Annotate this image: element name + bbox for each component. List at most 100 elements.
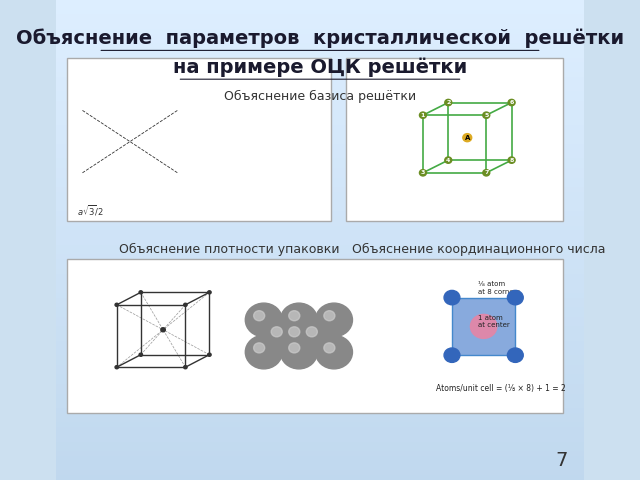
FancyBboxPatch shape — [346, 58, 563, 221]
Bar — [56, 91, 584, 96]
Bar — [56, 350, 584, 355]
Bar — [56, 274, 584, 278]
Bar — [56, 43, 584, 48]
Circle shape — [245, 303, 282, 337]
Bar — [56, 48, 584, 53]
Bar — [56, 398, 584, 403]
Bar — [56, 96, 584, 101]
Bar — [56, 206, 584, 211]
Bar — [56, 101, 584, 106]
Bar — [56, 322, 584, 326]
Bar — [56, 226, 584, 230]
Circle shape — [115, 366, 118, 369]
Bar — [56, 456, 584, 461]
Circle shape — [289, 327, 300, 337]
Bar — [56, 470, 584, 475]
Bar — [56, 408, 584, 413]
Bar — [56, 158, 584, 163]
Bar — [56, 168, 584, 173]
Circle shape — [184, 303, 187, 306]
Bar — [56, 62, 584, 67]
Bar — [56, 317, 584, 322]
Bar — [56, 403, 584, 408]
Text: 7: 7 — [484, 170, 488, 175]
Bar — [56, 475, 584, 480]
Bar — [56, 192, 584, 197]
Text: Объяснение плотности упаковки: Объяснение плотности упаковки — [120, 243, 340, 256]
Text: 4: 4 — [446, 157, 451, 163]
Text: Atoms/unit cell = (⅛ × 8) + 1 = 2: Atoms/unit cell = (⅛ × 8) + 1 = 2 — [436, 384, 566, 393]
Bar — [56, 446, 584, 451]
Circle shape — [184, 366, 187, 369]
Circle shape — [280, 319, 317, 353]
Bar — [56, 19, 584, 24]
Text: 3: 3 — [420, 170, 425, 175]
Bar — [56, 149, 584, 154]
Circle shape — [444, 290, 460, 305]
Circle shape — [253, 343, 265, 353]
Text: 8: 8 — [509, 157, 514, 163]
Bar — [56, 130, 584, 134]
Circle shape — [508, 99, 515, 106]
Circle shape — [280, 303, 317, 337]
Circle shape — [139, 353, 143, 356]
Circle shape — [445, 157, 452, 163]
Circle shape — [508, 157, 515, 163]
Text: ⅛ atom
at 8 corners: ⅛ atom at 8 corners — [478, 281, 520, 295]
Circle shape — [307, 327, 317, 337]
Bar — [56, 269, 584, 274]
Circle shape — [324, 343, 335, 353]
Bar — [56, 211, 584, 216]
Bar — [56, 355, 584, 360]
Circle shape — [280, 335, 317, 369]
Text: 1: 1 — [420, 113, 425, 118]
Text: Объяснение базиса решётки: Объяснение базиса решётки — [224, 89, 416, 103]
Circle shape — [483, 169, 490, 176]
Bar — [56, 360, 584, 365]
Bar — [56, 53, 584, 58]
Bar — [56, 86, 584, 91]
Bar — [56, 163, 584, 168]
Circle shape — [324, 311, 335, 321]
Bar — [56, 331, 584, 336]
Circle shape — [463, 133, 472, 142]
Text: 5: 5 — [484, 113, 488, 118]
Bar — [56, 298, 584, 302]
Bar — [56, 394, 584, 398]
Bar — [56, 120, 584, 125]
Bar — [56, 14, 584, 19]
Bar — [56, 418, 584, 422]
Circle shape — [115, 303, 118, 306]
Bar — [56, 34, 584, 38]
Circle shape — [289, 343, 300, 353]
Circle shape — [419, 112, 426, 119]
Bar — [56, 144, 584, 149]
Bar — [56, 110, 584, 115]
Bar — [56, 230, 584, 235]
Text: 1 atom
at center: 1 atom at center — [478, 315, 510, 328]
Bar — [56, 178, 584, 182]
Bar — [56, 82, 584, 86]
Circle shape — [208, 291, 211, 294]
Bar — [56, 29, 584, 34]
Bar — [56, 134, 584, 139]
Bar — [56, 384, 584, 389]
Bar — [56, 466, 584, 470]
Bar — [56, 346, 584, 350]
Bar — [56, 77, 584, 82]
Bar — [56, 437, 584, 442]
Text: $a\sqrt{3}/2$: $a\sqrt{3}/2$ — [77, 204, 104, 218]
Bar — [56, 288, 584, 293]
Circle shape — [444, 348, 460, 362]
Circle shape — [161, 328, 165, 332]
Bar — [56, 370, 584, 374]
Circle shape — [419, 169, 426, 176]
Text: Объяснение  параметров  кристаллической  решётки: Объяснение параметров кристаллической ре… — [16, 29, 624, 48]
Bar — [56, 24, 584, 29]
Bar — [56, 254, 584, 259]
Bar — [56, 336, 584, 341]
Bar — [56, 259, 584, 264]
Bar — [56, 202, 584, 206]
Circle shape — [289, 311, 300, 321]
Text: 6: 6 — [509, 100, 514, 105]
